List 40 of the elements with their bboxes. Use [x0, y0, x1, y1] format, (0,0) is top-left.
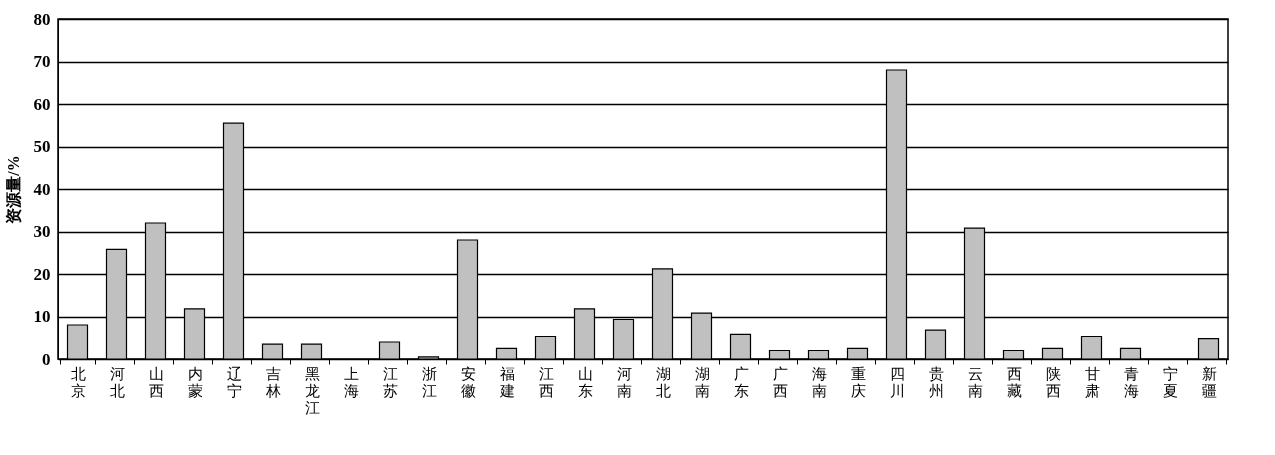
y-tick-label: 30 [33, 222, 51, 241]
x-tick-label: 陕西 [1045, 365, 1061, 399]
x-tick-label: 海南 [811, 365, 827, 399]
x-tick-label: 江西 [538, 365, 554, 399]
x-tick-label: 贵州 [928, 365, 944, 399]
y-tick-label: 10 [33, 307, 51, 326]
x-tick-label: 黑龙江 [304, 365, 320, 416]
x-tick-label: 河南 [616, 365, 632, 399]
y-tick-label: 40 [33, 179, 51, 199]
y-axis-title: 资源量/% [4, 155, 22, 224]
x-tick-label: 内蒙 [187, 365, 203, 399]
x-tick-label: 福建 [498, 365, 515, 399]
x-tick-label: 上海 [343, 365, 359, 399]
x-tick-label: 四川 [889, 365, 905, 399]
x-tick-label: 甘肃 [1084, 365, 1100, 399]
x-tick-label: 河北 [109, 365, 125, 399]
y-tick-label: 50 [33, 137, 51, 156]
y-tick-label: 0 [42, 349, 51, 369]
x-tick-label: 浙江 [421, 365, 437, 399]
y-tick-label: 60 [33, 94, 51, 114]
x-tick-label: 吉林 [264, 365, 281, 399]
x-tick-label: 广西 [772, 365, 788, 399]
x-tick-label: 辽宁 [226, 365, 242, 399]
x-tick-label: 山西 [148, 365, 164, 399]
x-tick-label: 新疆 [1201, 365, 1217, 399]
x-tick-label: 山东 [577, 365, 593, 399]
x-tick-label: 湖南 [694, 365, 710, 399]
y-tick-label: 70 [33, 52, 51, 71]
x-tick-label: 北京 [70, 365, 86, 399]
x-tick-label: 西藏 [1006, 365, 1022, 399]
y-tick-label: 20 [33, 264, 51, 284]
x-tick-label: 宁夏 [1162, 365, 1178, 399]
y-tick-label: 80 [33, 9, 51, 29]
x-tick-label: 青海 [1123, 365, 1139, 399]
x-tick-label: 重庆 [850, 365, 866, 399]
x-tick-label: 广东 [733, 365, 749, 399]
x-tick-label: 安徽 [460, 365, 476, 399]
x-tick-label: 湖北 [655, 365, 671, 399]
x-tick-label: 江苏 [382, 365, 398, 399]
x-tick-label: 云南 [967, 365, 983, 399]
